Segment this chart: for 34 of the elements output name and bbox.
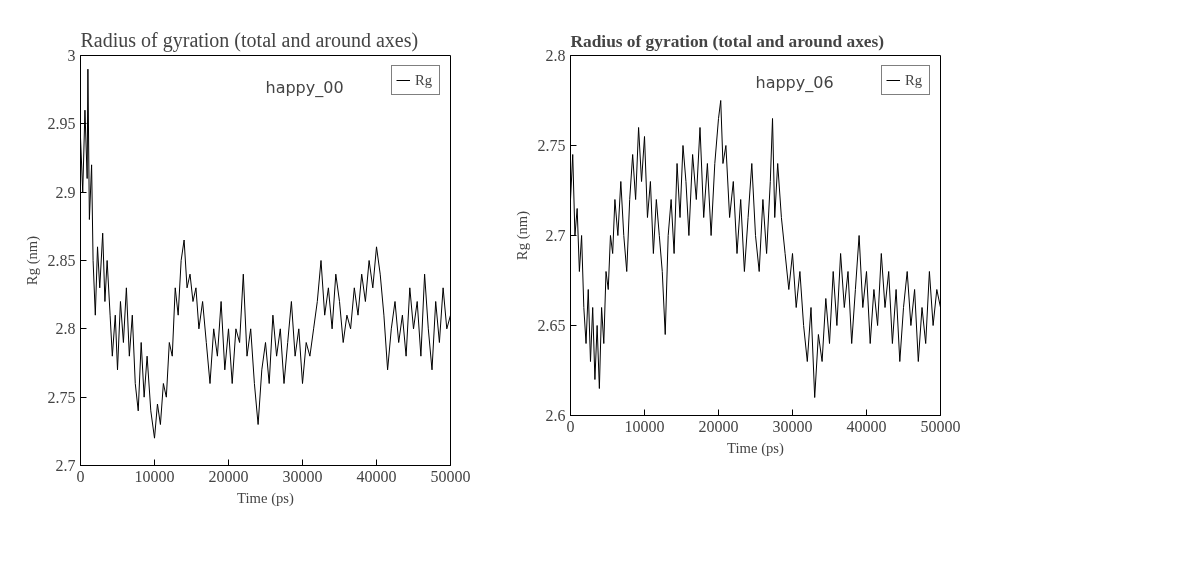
x-tick-label: 0 (566, 417, 575, 435)
x-tick-label: 30000 (282, 467, 323, 485)
y-axis-title: Rg (nm) (513, 210, 531, 261)
y-axis-title: Rg (nm) (23, 235, 41, 286)
x-tick-label: 20000 (698, 417, 739, 435)
y-tick-label: 2.8 (545, 47, 566, 64)
y-tick-label: 2.85 (47, 252, 76, 269)
y-tick-label: 3 (67, 47, 76, 64)
x-tick-label: 10000 (624, 417, 665, 435)
y-tick-label: 2.6 (545, 407, 566, 424)
x-tick-label: 50000 (920, 417, 961, 435)
x-tick-label: 40000 (846, 417, 887, 435)
y-tick-label: 2.95 (47, 115, 76, 133)
y-tick-label: 2.65 (537, 317, 566, 334)
chart-title: Radius of gyration (total and around axes) (570, 31, 885, 51)
y-tick-label: 2.7 (545, 227, 566, 244)
legend-label: Rg (905, 71, 924, 89)
x-tick-label: 40000 (356, 467, 397, 485)
x-axis-title: Time (ps) (727, 439, 785, 457)
chart-title: Radius of gyration (total and around axes) (80, 28, 419, 52)
y-tick-label: 2.8 (55, 320, 76, 338)
y-tick-label: 2.7 (55, 457, 76, 474)
x-tick-label: 0 (76, 467, 85, 485)
annotation: happy_00 (265, 77, 344, 98)
legend-label: Rg (415, 71, 434, 89)
x-tick-label: 50000 (430, 467, 471, 485)
x-tick-label: 10000 (134, 467, 175, 485)
y-tick-label: 2.75 (47, 388, 76, 406)
x-tick-label: 20000 (208, 467, 249, 485)
x-tick-label: 30000 (772, 417, 813, 435)
y-tick-label: 2.9 (55, 183, 76, 201)
annotation: happy_06 (755, 72, 834, 93)
x-axis-title: Time (ps) (237, 489, 295, 507)
y-tick-label: 2.75 (537, 137, 566, 154)
